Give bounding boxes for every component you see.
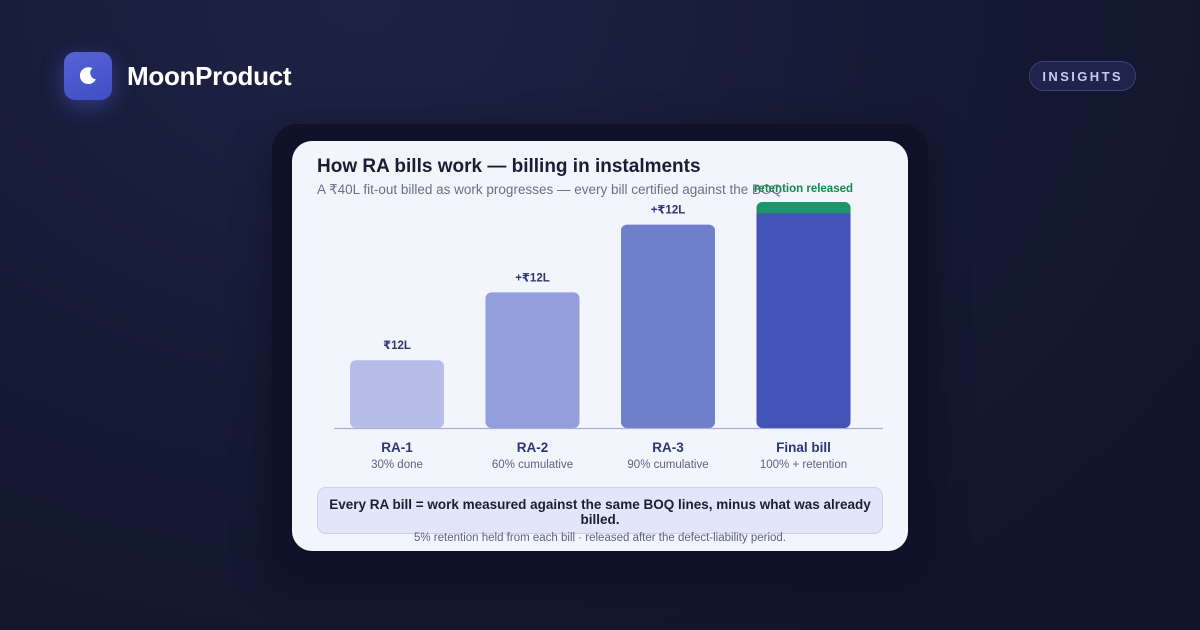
brand: MoonProduct	[64, 52, 292, 100]
category-label-1: RA-1	[381, 440, 413, 455]
footer-main-text: Every RA bill = work measured against th…	[329, 497, 871, 527]
category-sublabel-4: 100% + retention	[760, 459, 847, 471]
bar-4	[756, 202, 851, 428]
category-sublabel-3: 90% cumulative	[627, 459, 708, 471]
category-label-2: RA-2	[517, 440, 549, 455]
bar-chart: ₹12L RA-1 30% done +₹12L RA-2 60% cumulative +…	[334, 183, 883, 471]
bar-value-label-3: +₹12L	[651, 205, 686, 217]
brand-logo	[64, 52, 112, 100]
bar-value-label-2: +₹12L	[515, 272, 550, 284]
chart-card: How RA bills work — billing in instalmen…	[292, 141, 908, 551]
insights-badge: INSIGHTS	[1029, 61, 1136, 91]
chart-title: How RA bills work — billing in instalmen…	[317, 156, 701, 177]
category-label-3: RA-3	[652, 440, 684, 455]
moon-icon	[79, 67, 96, 85]
bar-value-label-1: ₹12L	[383, 340, 411, 352]
chart-subtitle: A ₹40L fit-out billed as work progresses…	[317, 182, 783, 197]
bar-3	[621, 224, 715, 428]
category-sublabel-1: 30% done	[371, 459, 423, 471]
category-sublabel-2: 60% cumulative	[492, 459, 573, 471]
retention-segment	[756, 202, 851, 214]
retention-label: retention released	[754, 183, 853, 195]
category-label-4: Final bill	[776, 440, 831, 455]
bar-1	[350, 360, 444, 428]
brand-name: MoonProduct	[127, 60, 292, 91]
footer-sub-text: 5% retention held from each bill · relea…	[413, 532, 787, 544]
footer-note-box: Every RA bill = work measured against th…	[317, 487, 883, 544]
bar-2	[485, 292, 580, 428]
